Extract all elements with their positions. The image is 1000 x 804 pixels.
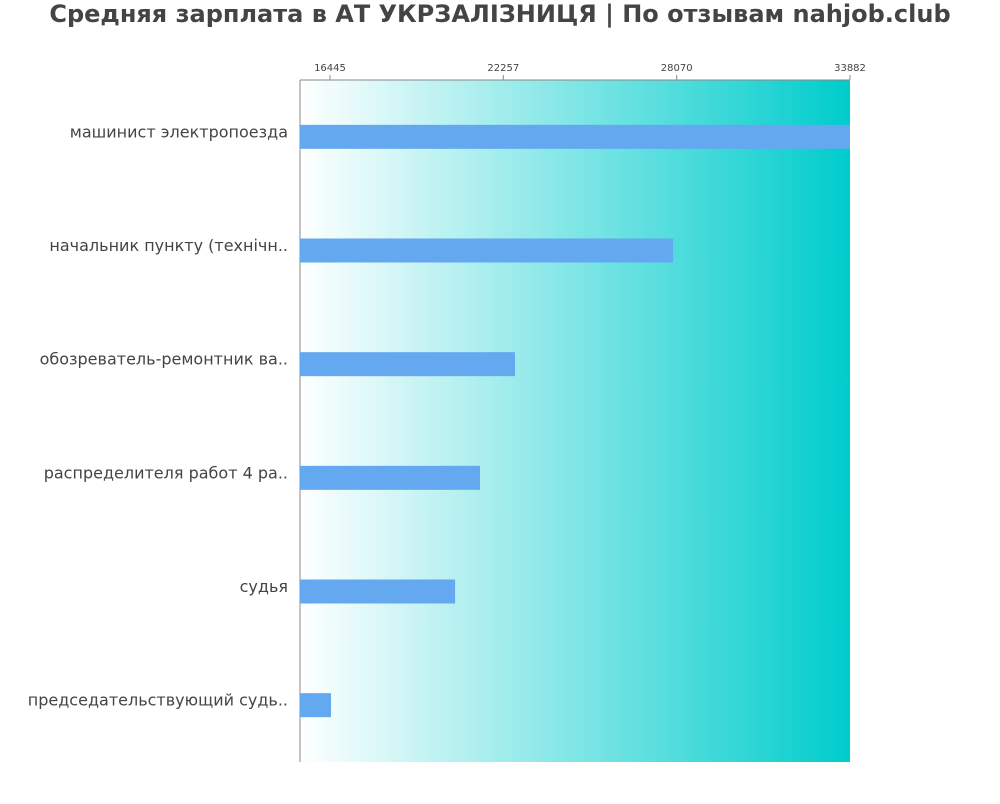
y-tick-label: начальник пункту (технічн.. (49, 236, 288, 255)
y-tick-label: председательствующий судь.. (28, 691, 288, 710)
bar (300, 352, 516, 377)
x-tick-label: 28070 (661, 63, 693, 74)
y-tick-label: распределителя работ 4 ра.. (44, 463, 288, 482)
bar (300, 693, 332, 718)
bar (300, 238, 674, 263)
y-tick-label: обозреватель-ремонтник ва.. (40, 350, 288, 369)
plot-background (300, 80, 850, 762)
chart-title: Средняя зарплата в АТ УКРЗАЛІЗНИЦЯ | По … (49, 0, 950, 28)
y-tick-label: машинист электропоезда (70, 122, 288, 141)
x-tick-label: 33882 (834, 63, 866, 74)
bar (300, 579, 456, 604)
x-tick-label: 16445 (314, 63, 346, 74)
x-tick-label: 22257 (487, 63, 519, 74)
bar (300, 124, 850, 149)
bar (300, 465, 480, 490)
y-tick-label: судья (240, 577, 288, 596)
